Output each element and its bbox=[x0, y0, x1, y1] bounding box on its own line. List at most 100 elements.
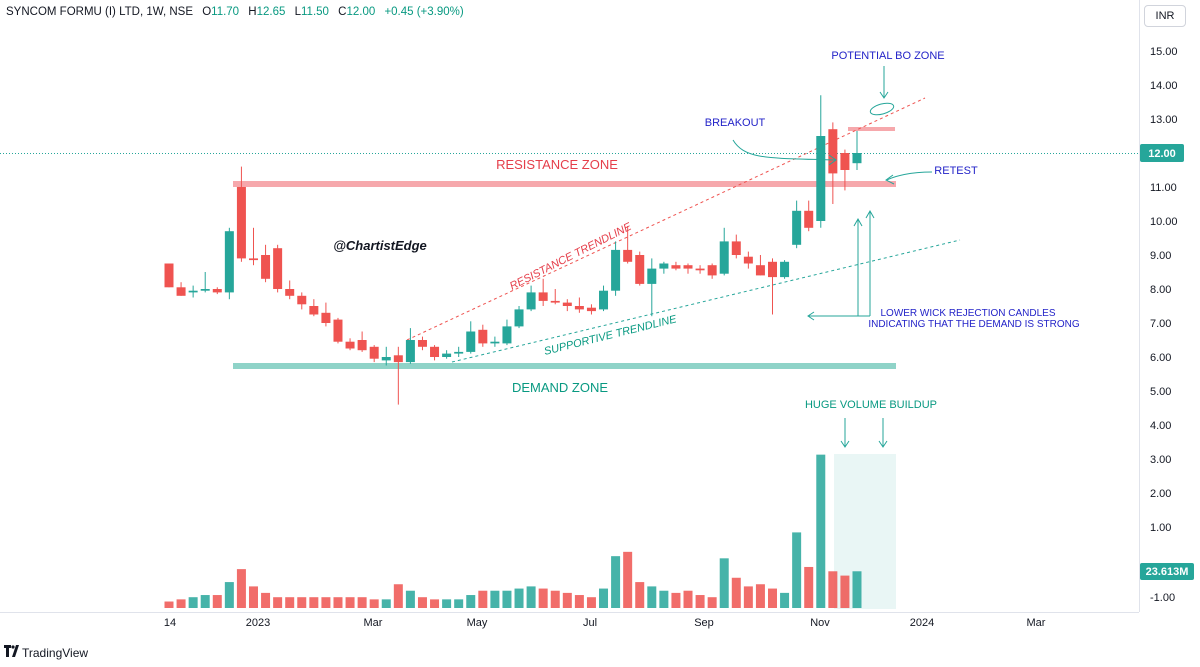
candle-body bbox=[381, 357, 391, 361]
candle-body bbox=[369, 346, 379, 359]
time-tick-label: 2023 bbox=[246, 617, 270, 629]
volume-bar bbox=[261, 592, 271, 608]
volume-bar bbox=[804, 566, 814, 608]
volume-bar bbox=[321, 597, 331, 608]
candle-body bbox=[659, 263, 669, 269]
tradingview-brand[interactable]: TradingView bbox=[22, 646, 89, 660]
candle-body bbox=[200, 289, 210, 291]
candle-body bbox=[502, 326, 512, 344]
price-tick-label: 7.00 bbox=[1150, 318, 1171, 330]
price-tick-label: 9.00 bbox=[1150, 250, 1171, 262]
candle-body bbox=[804, 210, 814, 228]
price-tick-label: 3.00 bbox=[1150, 454, 1171, 466]
time-tick-label: Sep bbox=[694, 617, 714, 629]
volume-bar bbox=[828, 571, 838, 608]
volume-bar bbox=[647, 586, 657, 608]
resistance-trendline bbox=[406, 97, 926, 341]
time-tick-label: Mar bbox=[1027, 617, 1046, 629]
time-tick-label: Mar bbox=[364, 617, 383, 629]
resistance-zone bbox=[233, 181, 896, 187]
volume-bar bbox=[635, 582, 645, 608]
candle-body bbox=[647, 268, 657, 284]
volume-bar bbox=[707, 597, 717, 608]
watermark: @ChartistEdge bbox=[333, 238, 427, 253]
volume-bar bbox=[417, 597, 427, 608]
time-axis[interactable]: 14 2023 Mar May Jul Sep Nov 2024 Mar bbox=[164, 617, 1046, 629]
volume-bar bbox=[840, 575, 850, 608]
wick-rejection-label-2: INDICATING THAT THE DEMAND IS STRONG bbox=[868, 319, 1080, 330]
candle-body bbox=[309, 306, 319, 315]
volume-bar bbox=[442, 599, 452, 608]
volume-bar bbox=[357, 597, 367, 608]
candle-body bbox=[611, 249, 621, 291]
volume-bar bbox=[611, 556, 621, 608]
candle-body bbox=[321, 312, 331, 323]
candle-body bbox=[623, 249, 633, 262]
symbol-title[interactable]: SYNCOM FORMU (I) LTD, 1W, NSE bbox=[6, 6, 193, 18]
candle-body bbox=[333, 319, 343, 342]
volume-bar bbox=[743, 586, 753, 608]
annotation-arrows bbox=[732, 66, 933, 448]
volume-bar bbox=[176, 599, 186, 608]
price-tick-label: 14.00 bbox=[1150, 80, 1178, 92]
volume-bar bbox=[671, 592, 681, 608]
candlestick-series bbox=[164, 95, 862, 405]
candle-body bbox=[466, 331, 476, 352]
tradingview-logo-icon bbox=[4, 645, 19, 657]
candle-body bbox=[345, 341, 355, 349]
volume-bar bbox=[188, 597, 198, 608]
volume-bar bbox=[792, 532, 802, 608]
demand-zone-label: DEMAND ZONE bbox=[512, 380, 608, 395]
close-label: C bbox=[338, 6, 347, 18]
volume-buildup-label: HUGE VOLUME BUILDUP bbox=[805, 399, 937, 411]
volume-bar bbox=[490, 590, 500, 608]
volume-bar bbox=[768, 588, 777, 608]
resistance-top-zone bbox=[848, 127, 895, 131]
candle-body bbox=[719, 241, 729, 274]
candle-body bbox=[514, 309, 524, 327]
price-tick-label: 5.00 bbox=[1150, 386, 1171, 398]
candle-body bbox=[164, 263, 174, 288]
volume-bar bbox=[683, 590, 693, 608]
retest-label: RETEST bbox=[934, 165, 978, 177]
price-tick-label: 15.00 bbox=[1150, 46, 1178, 58]
price-tick-label: -1.00 bbox=[1150, 592, 1175, 604]
candle-body bbox=[695, 268, 705, 271]
time-tick-label: Nov bbox=[810, 617, 830, 629]
last-volume-text: 23.613M bbox=[1146, 566, 1189, 578]
volume-bar bbox=[297, 597, 307, 608]
volume-bar bbox=[514, 588, 524, 608]
resistance-zone-label: RESISTANCE ZONE bbox=[496, 157, 618, 172]
breakout-label: BREAKOUT bbox=[705, 117, 766, 129]
price-axis[interactable]: 15.00 14.00 13.00 12.00 11.00 10.00 9.00 8.00 7.… bbox=[1150, 46, 1178, 604]
time-tick-label: Jul bbox=[583, 617, 597, 629]
volume-bar bbox=[574, 595, 584, 608]
candle-body bbox=[285, 289, 295, 296]
symbol-header[interactable]: SYNCOM FORMU (I) LTD, 1W, NSE O11.70 H12… bbox=[6, 6, 464, 18]
price-tick-label: 13.00 bbox=[1150, 114, 1178, 126]
currency-button[interactable]: INR bbox=[1144, 5, 1186, 27]
candle-body bbox=[852, 153, 862, 164]
close-value: 12.00 bbox=[346, 6, 376, 18]
time-tick-label: May bbox=[467, 617, 488, 629]
price-tick-label: 11.00 bbox=[1150, 182, 1177, 194]
volume-bar bbox=[659, 590, 669, 608]
candle-body bbox=[188, 290, 198, 293]
volume-bar bbox=[466, 595, 476, 608]
candle-body bbox=[586, 307, 596, 312]
candle-body bbox=[792, 210, 802, 245]
volume-bar bbox=[623, 551, 633, 608]
volume-bar bbox=[599, 588, 609, 608]
candle-body bbox=[393, 355, 403, 363]
volume-bar bbox=[224, 582, 234, 608]
price-tick-label: 1.00 bbox=[1150, 522, 1171, 534]
volume-bar bbox=[586, 597, 596, 608]
volume-bar bbox=[695, 595, 705, 608]
price-tick-label: 4.00 bbox=[1150, 420, 1171, 432]
candle-body bbox=[743, 256, 753, 264]
candle-body bbox=[755, 265, 765, 276]
volume-bar bbox=[236, 569, 246, 608]
volume-bar bbox=[200, 595, 210, 608]
volume-bar bbox=[345, 597, 355, 608]
